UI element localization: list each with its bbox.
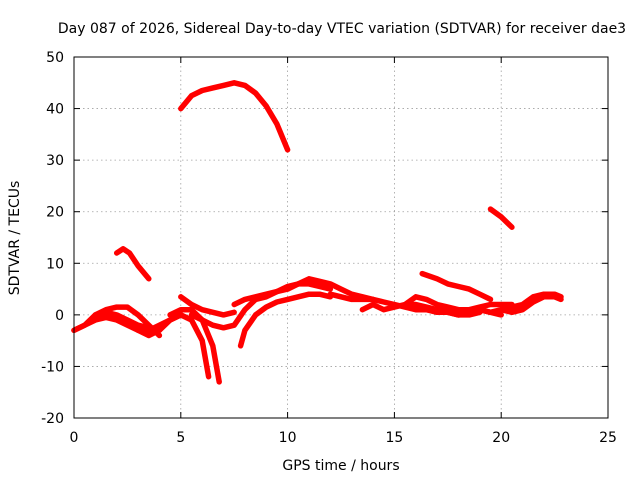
y-tick-label: 10 bbox=[46, 256, 64, 272]
y-tick-label: 30 bbox=[46, 153, 64, 169]
axis-ticks: 0 5 10 15 20 25 -20 -10 0 10 20 30 40 50 bbox=[41, 50, 617, 446]
grid bbox=[74, 57, 608, 418]
series-arc-9 bbox=[188, 281, 334, 331]
y-tick-label: 40 bbox=[46, 102, 64, 118]
series-arc-16 bbox=[419, 270, 494, 303]
series-arc-8 bbox=[178, 294, 237, 318]
x-tick-label: 20 bbox=[492, 430, 510, 446]
y-tick-label: 0 bbox=[55, 308, 64, 324]
y-tick-label: -20 bbox=[41, 411, 64, 427]
x-tick-label: 25 bbox=[599, 430, 617, 446]
x-tick-label: 5 bbox=[176, 430, 185, 446]
x-axis-label: GPS time / hours bbox=[282, 458, 399, 474]
series-arc-7 bbox=[178, 80, 291, 153]
y-tick-label: -10 bbox=[41, 359, 64, 375]
series-arc-19 bbox=[498, 291, 564, 313]
series-arc-4 bbox=[113, 246, 152, 282]
y-tick-label: 20 bbox=[46, 205, 64, 221]
x-tick-label: 15 bbox=[385, 430, 403, 446]
series-arc-5 bbox=[135, 312, 212, 380]
x-tick-label: 10 bbox=[279, 430, 297, 446]
y-axis-label: SDTVAR / TECUs bbox=[7, 181, 23, 296]
series-arc-11 bbox=[231, 276, 376, 308]
y-tick-label: 50 bbox=[46, 50, 64, 66]
series-arc-3 bbox=[92, 309, 163, 334]
data-series bbox=[71, 80, 564, 385]
series-arc-17 bbox=[487, 206, 515, 230]
series-arc-10 bbox=[237, 291, 334, 349]
plot-frame bbox=[73, 56, 609, 419]
series-arc-12 bbox=[327, 291, 398, 308]
x-tick-label: 0 bbox=[70, 430, 79, 446]
series-arc-15 bbox=[402, 294, 515, 313]
chart-title: Day 087 of 2026, Sidereal Day-to-day VTE… bbox=[58, 21, 626, 37]
